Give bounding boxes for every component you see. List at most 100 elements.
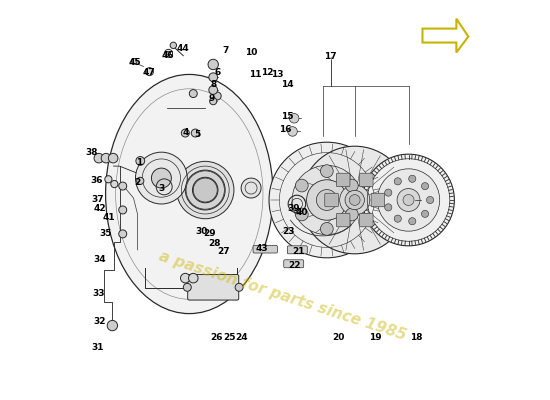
Text: 9: 9 <box>208 94 214 103</box>
Text: 17: 17 <box>324 52 337 61</box>
Circle shape <box>213 92 221 100</box>
Text: 16: 16 <box>279 124 292 134</box>
Circle shape <box>394 178 402 185</box>
Circle shape <box>135 152 188 204</box>
Text: 45: 45 <box>128 58 141 67</box>
Text: 6: 6 <box>214 68 221 77</box>
Circle shape <box>209 86 218 94</box>
Text: 5: 5 <box>194 130 200 139</box>
Text: 29: 29 <box>204 229 216 238</box>
Circle shape <box>180 273 190 283</box>
Text: 38: 38 <box>85 148 98 157</box>
Circle shape <box>409 218 416 225</box>
Text: 35: 35 <box>100 229 112 238</box>
Ellipse shape <box>106 74 273 314</box>
Circle shape <box>210 98 217 105</box>
Circle shape <box>137 177 144 184</box>
Text: 15: 15 <box>280 112 293 121</box>
Text: 10: 10 <box>245 48 257 57</box>
Circle shape <box>397 188 420 212</box>
Circle shape <box>183 283 191 291</box>
Text: 1: 1 <box>135 158 142 167</box>
Circle shape <box>170 42 177 48</box>
Circle shape <box>321 222 333 235</box>
Text: 22: 22 <box>288 261 300 270</box>
Text: 18: 18 <box>410 333 423 342</box>
Text: 46: 46 <box>162 51 174 60</box>
Text: a passion for parts since 1985: a passion for parts since 1985 <box>157 248 409 343</box>
Circle shape <box>107 320 118 331</box>
Circle shape <box>426 196 433 204</box>
Circle shape <box>208 59 218 70</box>
Circle shape <box>384 204 392 211</box>
Circle shape <box>189 90 197 98</box>
Circle shape <box>316 190 337 210</box>
Text: 11: 11 <box>249 70 261 79</box>
Circle shape <box>167 51 170 55</box>
Circle shape <box>101 153 111 163</box>
FancyBboxPatch shape <box>360 213 373 227</box>
Text: 39: 39 <box>288 204 300 213</box>
Text: 12: 12 <box>261 68 273 77</box>
FancyBboxPatch shape <box>337 173 350 187</box>
FancyBboxPatch shape <box>360 173 373 187</box>
Circle shape <box>111 180 118 188</box>
Text: 23: 23 <box>283 227 295 236</box>
FancyBboxPatch shape <box>371 193 384 207</box>
Circle shape <box>377 169 439 231</box>
Text: 42: 42 <box>94 204 106 213</box>
Text: 33: 33 <box>92 289 105 298</box>
Circle shape <box>345 190 365 210</box>
Circle shape <box>349 195 360 205</box>
Circle shape <box>182 129 189 137</box>
Text: 20: 20 <box>332 333 344 342</box>
Circle shape <box>394 215 402 222</box>
Text: 30: 30 <box>195 227 207 236</box>
Circle shape <box>136 156 145 165</box>
Circle shape <box>421 210 428 218</box>
Circle shape <box>235 283 243 291</box>
Circle shape <box>421 182 428 190</box>
Text: 41: 41 <box>102 213 115 222</box>
Text: 32: 32 <box>94 317 106 326</box>
Circle shape <box>192 177 218 203</box>
Circle shape <box>301 146 409 254</box>
Circle shape <box>119 182 126 190</box>
Text: 13: 13 <box>271 70 283 79</box>
Circle shape <box>151 168 172 188</box>
Circle shape <box>108 153 118 163</box>
Text: 2: 2 <box>134 178 141 186</box>
Circle shape <box>105 176 112 183</box>
Text: 28: 28 <box>208 239 221 248</box>
Circle shape <box>209 73 218 82</box>
FancyBboxPatch shape <box>287 246 307 254</box>
Circle shape <box>185 170 225 210</box>
Text: 37: 37 <box>91 196 104 204</box>
Text: 27: 27 <box>217 247 229 256</box>
Circle shape <box>288 127 298 136</box>
Circle shape <box>177 161 234 219</box>
Circle shape <box>384 189 392 196</box>
Text: 26: 26 <box>210 333 222 342</box>
Text: 3: 3 <box>158 184 164 192</box>
FancyBboxPatch shape <box>337 213 350 227</box>
Circle shape <box>345 208 358 221</box>
Text: 4: 4 <box>182 128 189 137</box>
Circle shape <box>409 175 416 182</box>
Circle shape <box>295 208 308 221</box>
Circle shape <box>131 58 137 64</box>
FancyBboxPatch shape <box>284 260 304 268</box>
Circle shape <box>292 165 361 235</box>
Text: 40: 40 <box>295 208 308 217</box>
Circle shape <box>340 185 370 215</box>
FancyBboxPatch shape <box>188 274 239 300</box>
Circle shape <box>306 180 347 220</box>
Text: 43: 43 <box>256 244 268 253</box>
Circle shape <box>289 114 299 123</box>
Circle shape <box>189 273 198 283</box>
Text: 36: 36 <box>90 176 103 184</box>
Text: 31: 31 <box>91 343 104 352</box>
FancyBboxPatch shape <box>325 193 338 207</box>
Circle shape <box>94 153 103 163</box>
Text: 24: 24 <box>235 333 248 342</box>
